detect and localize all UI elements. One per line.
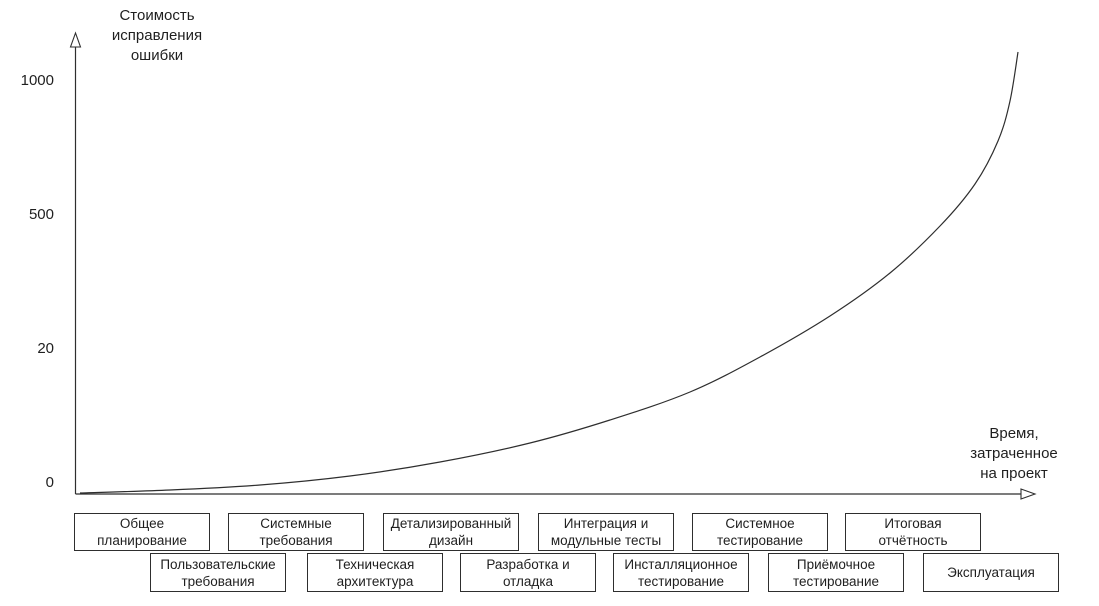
phase-box-row2-0: Пользовательские требования	[150, 553, 286, 592]
y-tick-label-0: 0	[45, 474, 54, 491]
phase-box-row1-2: Детализированный дизайн	[383, 513, 519, 551]
y-tick-label-3: 1000	[20, 72, 54, 89]
x-axis-title: Время, затраченное на проект	[970, 425, 1058, 482]
phase-box-row2-2: Разработка и отладка	[460, 553, 596, 592]
phase-box-row2-3: Инсталляционное тестирование	[613, 553, 749, 592]
x-axis-arrow-icon	[1020, 488, 1037, 500]
cost-curve	[79, 51, 1019, 494]
phase-box-row2-1: Техническая архитектура	[307, 553, 443, 592]
phase-box-row1-0: Общее планирование	[74, 513, 210, 551]
y-tick-label-1: 20	[37, 340, 54, 357]
phase-box-row1-3: Интеграция и модульные тесты	[538, 513, 674, 551]
phase-box-row2-5: Эксплуатация	[923, 553, 1059, 592]
y-tick-label-2: 500	[28, 206, 54, 223]
y-axis-title: Стоимость исправления ошибки	[111, 7, 203, 64]
phase-box-row2-4: Приёмочное тестирование	[768, 553, 904, 592]
y-axis-arrow-icon	[69, 31, 82, 48]
phase-box-row1-4: Системное тестирование	[692, 513, 828, 551]
phase-box-row1-1: Системные требования	[228, 513, 364, 551]
phase-box-row1-5: Итоговая отчётность	[845, 513, 981, 551]
